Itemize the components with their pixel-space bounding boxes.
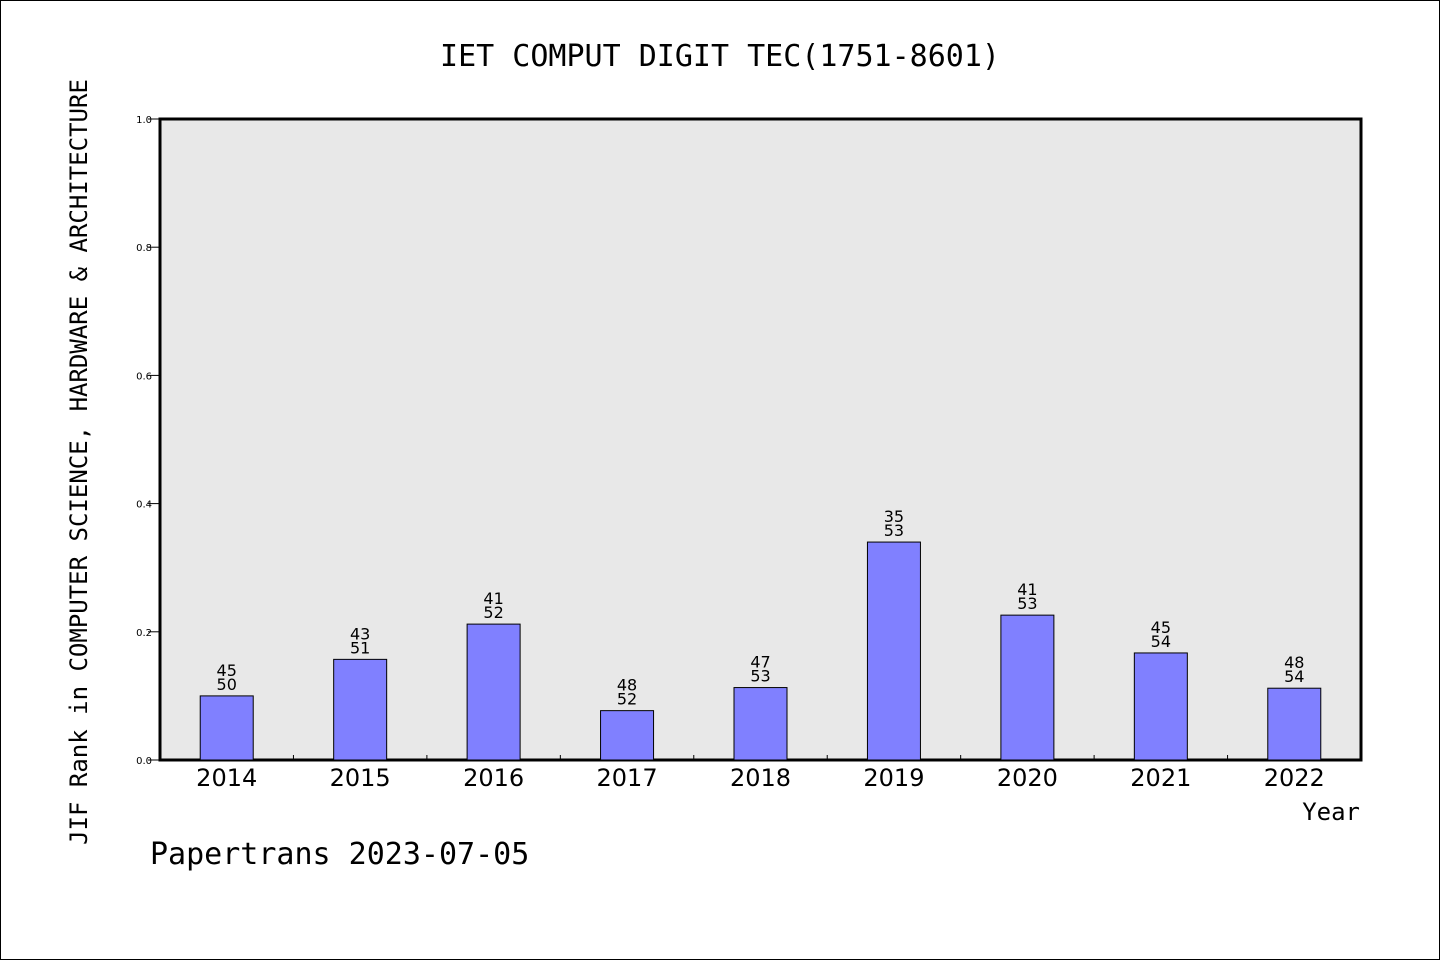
y-tick-label: 0.4	[136, 500, 152, 511]
x-tick-label: 2019	[863, 764, 924, 792]
bar-2014	[199, 695, 254, 761]
y-tick-label: 0.0	[136, 756, 152, 767]
bar-rank-label: 47	[750, 653, 770, 672]
bar-rank-label: 41	[1017, 580, 1037, 599]
bar-rank-label: 41	[483, 589, 503, 608]
bar-rank-label: 45	[1151, 618, 1171, 637]
bar-total-label: 53	[1017, 594, 1037, 613]
bar-rank-label: 35	[884, 507, 904, 526]
x-tick-label: 2020	[997, 764, 1058, 792]
bar-total-label: 50	[217, 675, 237, 694]
x-axis-label: Year	[1302, 798, 1360, 826]
x-tick-label: 2022	[1264, 764, 1325, 792]
bar-total-label: 53	[750, 667, 770, 686]
y-axis: 0.0 0.2 0.4 0.6 0.8 1.0	[136, 115, 160, 767]
x-tick-label: 2014	[196, 764, 257, 792]
x-tick-label: 2017	[597, 764, 658, 792]
bar-rank-label: 48	[617, 676, 637, 695]
bar-total-label: 54	[1151, 632, 1171, 651]
bar-2019	[866, 541, 921, 761]
y-tick-label: 1.0	[136, 115, 152, 126]
bar-2021	[1133, 652, 1188, 761]
chart-title: IET COMPUT DIGIT TEC(1751-8601)	[440, 39, 1000, 74]
x-tick-label: 2016	[463, 764, 524, 792]
bar-2020	[1000, 614, 1055, 761]
bar-total-label: 52	[617, 690, 637, 709]
y-axis-label: JIF Rank in COMPUTER SCIENCE, HARDWARE &…	[65, 79, 93, 845]
bar-total-label: 53	[884, 521, 904, 540]
bar-total-label: 54	[1284, 667, 1304, 686]
bar-rank-label: 43	[350, 624, 370, 643]
bar-2016	[466, 623, 521, 761]
bar-2018	[733, 687, 788, 761]
bar-total-label: 51	[350, 638, 370, 657]
bar-rank-label: 48	[1284, 653, 1304, 672]
bar-2015	[333, 658, 388, 761]
x-tick-label: 2021	[1130, 764, 1191, 792]
x-tick-label: 2015	[330, 764, 391, 792]
bar-total-label: 52	[483, 603, 503, 622]
y-tick-label: 0.6	[136, 371, 152, 382]
footer-credit: Papertrans 2023-07-05	[150, 837, 529, 872]
y-tick-label: 0.8	[136, 243, 152, 254]
bar-rank-label: 45	[217, 661, 237, 680]
y-tick-label: 0.2	[136, 628, 152, 639]
bar-2022	[1267, 687, 1322, 761]
x-tick-label: 2018	[730, 764, 791, 792]
x-axis: 2014 2015 2016 2017 2018 2019 2020 2021 2022	[196, 755, 1325, 792]
bar-2017	[600, 710, 655, 761]
